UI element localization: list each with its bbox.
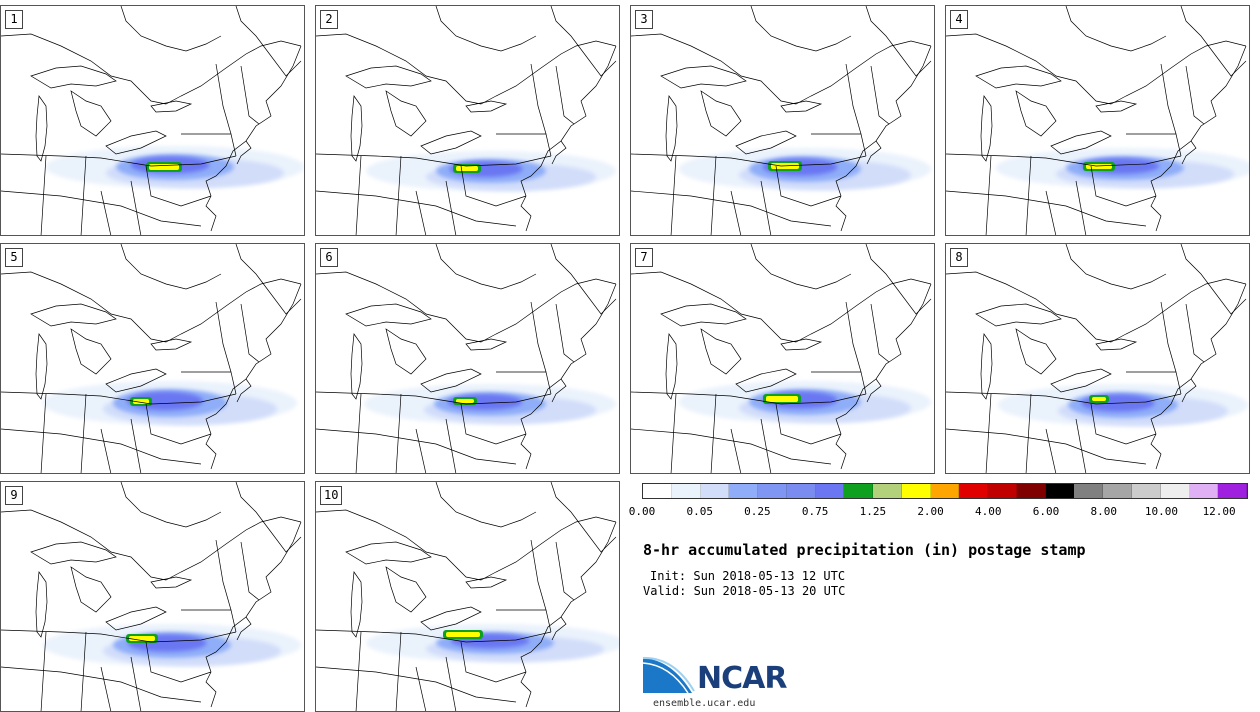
ensemble-member-panel: 6 [315,243,620,474]
colorbar-swatch [1218,484,1248,498]
panel-label: 9 [5,486,23,505]
ncar-logo-icon [642,656,695,694]
colorbar-tick-label: 0.05 [686,505,713,518]
ensemble-member-panel: 1 [0,5,305,236]
colorbar-swatch [1045,484,1075,498]
valid-time: Valid: Sun 2018-05-13 20 UTC [643,584,846,598]
panel-label: 7 [635,248,653,267]
colorbar-tick-label: 8.00 [1090,505,1117,518]
ensemble-member-panel: 2 [315,5,620,236]
colorbar-ticks: 0.00 0.05 0.25 0.75 1.25 2.00 4.00 6.00 8.00 10.0… [629,505,1248,521]
colorbar-swatch [988,484,1017,498]
colorbar-tick-label: 6.00 [1032,505,1060,518]
colorbar-tick-label: 0.25 [744,505,771,518]
chart-title: 8-hr accumulated precipitation (in) post… [643,541,1086,559]
colorbar-tick-label: 0.75 [801,505,829,518]
panel-label: 1 [5,10,23,29]
colorbar-swatch [786,484,816,498]
colorbar [642,483,1248,499]
panel-label: 2 [320,10,338,29]
ensemble-member-panel: 3 [630,5,935,236]
colorbar-swatch [844,484,874,498]
ensemble-member-panel: 4 [945,5,1250,236]
colorbar-swatch [930,484,960,498]
ensemble-member-panel: 9 [0,481,305,712]
colorbar-swatch [873,484,902,498]
colorbar-swatch [1074,484,1104,498]
ensemble-member-panel: 7 [630,243,935,474]
colorbar-swatch [815,484,845,498]
ensemble-member-panel: 10 [315,481,620,712]
colorbar-tick-label: 0.00 [628,505,656,518]
panel-label: 3 [635,10,653,29]
colorbar-swatch [1160,484,1190,498]
panel-label: 4 [950,10,968,29]
colorbar-swatch [1103,484,1133,498]
logo-text: NCAR [697,661,787,696]
colorbar-swatch [1189,484,1219,498]
colorbar-tick-label: 2.00 [917,505,944,518]
init-time: Init: Sun 2018-05-13 12 UTC [650,569,846,583]
colorbar-swatch [671,484,701,498]
colorbar-tick-label: 4.00 [975,505,1002,518]
colorbar-tick-label: 1.25 [859,505,887,518]
colorbar-swatch [643,484,672,498]
colorbar-tick-label: 10.00 [1144,505,1178,518]
colorbar-swatch [1016,484,1046,498]
panel-label: 6 [320,248,338,267]
panel-label: 8 [950,248,968,267]
panel-label: 5 [5,248,23,267]
colorbar-swatch [959,484,989,498]
panel-label: 10 [320,486,343,505]
site-url: ensemble.ucar.edu [653,698,756,709]
colorbar-tick-label: 12.00 [1202,505,1236,518]
colorbar-swatch [901,484,931,498]
ensemble-member-panel: 8 [945,243,1250,474]
colorbar-swatch [758,484,787,498]
colorbar-swatch [729,484,759,498]
colorbar-swatch [700,484,730,498]
ensemble-member-panel: 5 [0,243,305,474]
colorbar-swatch [1132,484,1161,498]
